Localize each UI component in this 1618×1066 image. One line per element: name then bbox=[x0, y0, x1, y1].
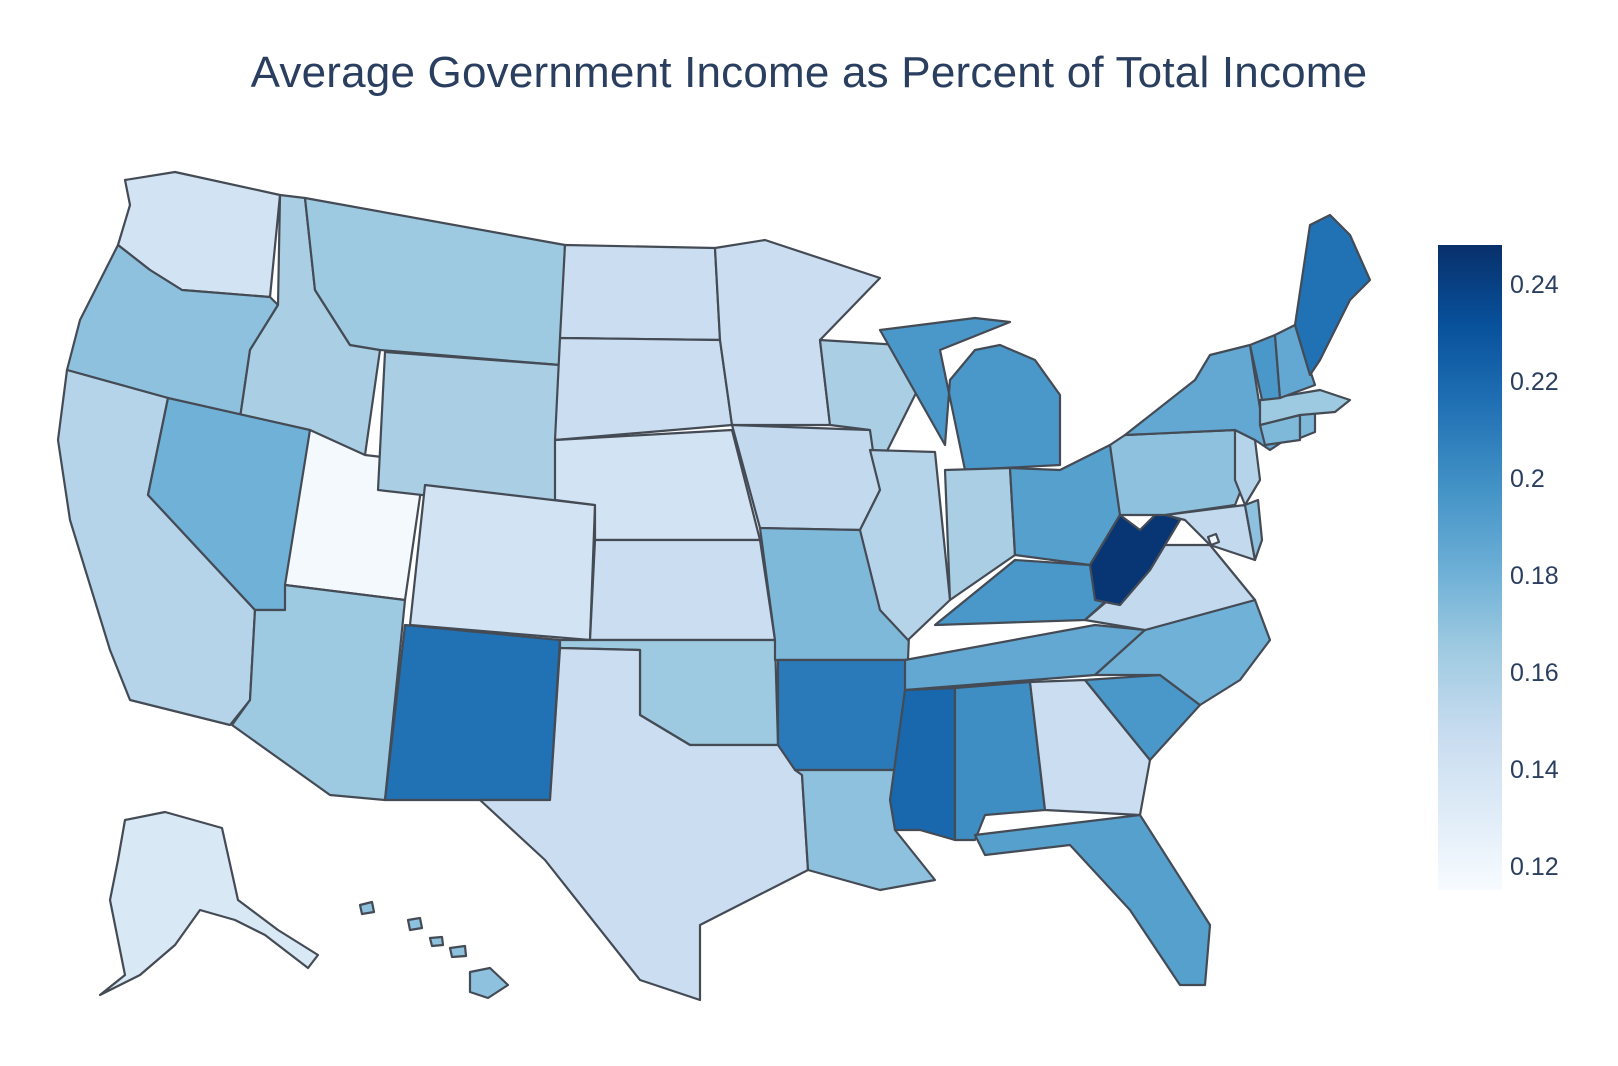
state-AL[interactable] bbox=[953, 680, 1047, 842]
state-ME[interactable] bbox=[1293, 213, 1372, 377]
colorbar-ticks: 0.12 0.14 0.16 0.18 0.2 0.22 0.24 bbox=[1510, 271, 1559, 881]
state-MI[interactable] bbox=[878, 316, 1062, 472]
state-NM[interactable] bbox=[383, 623, 562, 802]
colorbar-tick-label: 0.2 bbox=[1510, 465, 1545, 493]
state-PA[interactable] bbox=[1108, 428, 1247, 517]
map-title: Average Government Income as Percent of … bbox=[250, 48, 1368, 97]
colorbar-tick-label: 0.24 bbox=[1510, 271, 1559, 299]
colorbar-tick-label: 0.12 bbox=[1510, 853, 1559, 881]
state-AR[interactable] bbox=[776, 658, 912, 772]
state-HI[interactable] bbox=[358, 900, 510, 1000]
colorbar-tick-label: 0.22 bbox=[1510, 368, 1559, 396]
state-AZ[interactable] bbox=[230, 583, 407, 802]
state-IL[interactable] bbox=[858, 448, 952, 642]
state-GA[interactable] bbox=[1028, 678, 1152, 817]
state-TX[interactable] bbox=[478, 646, 810, 1002]
state-WV[interactable] bbox=[1088, 508, 1182, 607]
state-ND[interactable] bbox=[558, 243, 722, 342]
state-AK[interactable] bbox=[98, 810, 320, 997]
state-DE[interactable] bbox=[1243, 498, 1264, 562]
state-WY[interactable] bbox=[376, 350, 562, 512]
colorbar-tick-label: 0.18 bbox=[1510, 562, 1559, 590]
colorbar-tick-label: 0.14 bbox=[1510, 756, 1559, 784]
state-SD[interactable] bbox=[553, 336, 734, 442]
colorbar-gradient bbox=[1438, 245, 1502, 890]
colorbar: 0.12 0.14 0.16 0.18 0.2 0.22 0.24 bbox=[1438, 245, 1559, 890]
state-MA[interactable] bbox=[1258, 388, 1352, 427]
state-DC[interactable] bbox=[1206, 532, 1221, 547]
colorbar-tick-label: 0.16 bbox=[1510, 659, 1559, 687]
state-MD[interactable] bbox=[1163, 503, 1257, 562]
state-NH[interactable] bbox=[1273, 323, 1317, 400]
states-layer bbox=[56, 170, 1372, 1002]
state-CO[interactable] bbox=[408, 483, 597, 642]
state-FL[interactable] bbox=[973, 813, 1212, 987]
state-KS[interactable] bbox=[588, 538, 777, 642]
